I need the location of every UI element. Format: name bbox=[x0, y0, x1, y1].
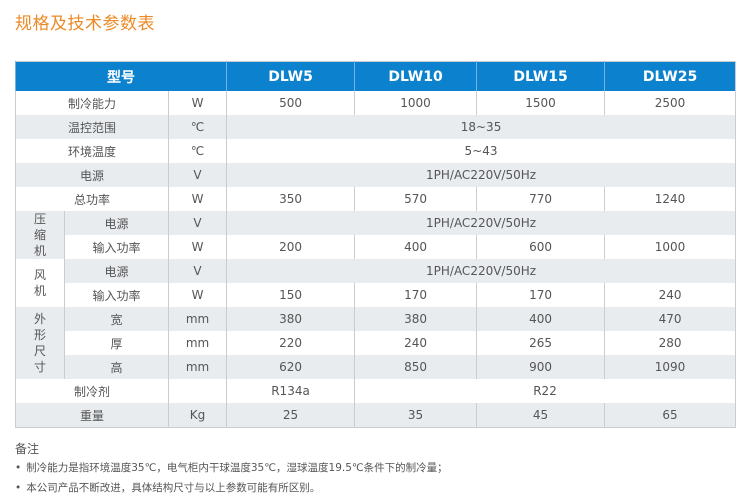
table-row: 温控范围 ℃ 18~35 bbox=[15, 115, 736, 139]
row-label: 制冷剂 bbox=[15, 379, 169, 403]
row-label: 电源 bbox=[64, 211, 169, 235]
row-label: 高 bbox=[64, 355, 169, 379]
note-item: 本公司产品不断改进，具体结构尺寸与以上参数可能有所区别。 bbox=[15, 481, 448, 501]
model-header: DLW25 bbox=[604, 61, 736, 91]
table-row: 压缩机 电源 V 1PH/AC220V/50Hz bbox=[15, 211, 736, 259]
cell: 25 bbox=[226, 403, 355, 428]
row-unit: V bbox=[167, 259, 227, 283]
table-row: 制冷剂 R134a R22 bbox=[15, 379, 736, 403]
row-label: 厚 bbox=[64, 331, 169, 355]
row-unit: W bbox=[167, 283, 227, 307]
cell: 1PH/AC220V/50Hz bbox=[226, 163, 736, 187]
cell: 200 bbox=[226, 235, 355, 259]
row-unit: mm bbox=[167, 331, 227, 355]
cell: 1240 bbox=[604, 187, 736, 211]
group-text: 外形尺寸 bbox=[33, 312, 46, 374]
group-label-fan: 风机 bbox=[15, 259, 65, 307]
row-label: 总功率 bbox=[15, 187, 169, 211]
cell: 470 bbox=[604, 307, 736, 331]
table-row: 外形尺寸 宽 mm 380 380 400 470 bbox=[15, 307, 736, 379]
table-row: 输入功率 W 150 170 170 240 bbox=[16, 283, 736, 307]
cell: 380 bbox=[226, 307, 355, 331]
model-header: DLW10 bbox=[354, 61, 477, 91]
cell: 500 bbox=[226, 91, 355, 115]
row-label: 输入功率 bbox=[64, 235, 169, 259]
model-header: DLW15 bbox=[476, 61, 605, 91]
cell: 1000 bbox=[354, 91, 477, 115]
row-label: 电源 bbox=[64, 259, 169, 283]
group-label-dimensions: 外形尺寸 bbox=[15, 307, 65, 379]
row-label: 重量 bbox=[15, 403, 169, 428]
notes-list: 制冷能力是指环境温度35℃，电气柜内干球温度35℃，湿球温度19.5℃条件下的制… bbox=[15, 461, 448, 501]
spec-table: 型号 DLW5 DLW10 DLW15 DLW25 制冷能力 W 500 100… bbox=[14, 61, 737, 428]
cell: 65 bbox=[604, 403, 736, 428]
cell: 18~35 bbox=[226, 115, 736, 139]
row-unit: mm bbox=[167, 307, 227, 331]
table-row: 环境温度 ℃ 5~43 bbox=[15, 139, 736, 163]
row-label: 环境温度 bbox=[15, 139, 169, 163]
row-label: 制冷能力 bbox=[15, 91, 169, 115]
cell: 400 bbox=[354, 235, 477, 259]
cell: 240 bbox=[354, 331, 477, 355]
cell: 600 bbox=[476, 235, 605, 259]
row-unit: W bbox=[167, 187, 227, 211]
group-text: 压缩机 bbox=[33, 212, 46, 258]
table-row: 电源 V 1PH/AC220V/50Hz bbox=[15, 163, 736, 187]
group-text: 风机 bbox=[33, 268, 46, 298]
model-header: 型号 bbox=[14, 61, 227, 91]
row-unit bbox=[167, 379, 227, 403]
table-row: 风机 电源 V 1PH/AC220V/50Hz bbox=[15, 259, 736, 307]
cell: 380 bbox=[354, 307, 477, 331]
table-row: 输入功率 W 200 400 600 1000 bbox=[16, 235, 736, 259]
cell: 35 bbox=[354, 403, 477, 428]
cell: 1090 bbox=[604, 355, 736, 379]
cell: 620 bbox=[226, 355, 355, 379]
row-unit: W bbox=[167, 91, 227, 115]
row-label: 温控范围 bbox=[15, 115, 169, 139]
cell: 5~43 bbox=[226, 139, 736, 163]
cell: 45 bbox=[476, 403, 605, 428]
cell: 265 bbox=[476, 331, 605, 355]
row-unit: mm bbox=[167, 355, 227, 379]
page-title: 规格及技术参数表 bbox=[15, 14, 155, 34]
row-unit: W bbox=[167, 235, 227, 259]
note-item: 制冷能力是指环境温度35℃，电气柜内干球温度35℃，湿球温度19.5℃条件下的制… bbox=[15, 461, 447, 481]
row-label: 输入功率 bbox=[64, 283, 169, 307]
row-unit: V bbox=[167, 211, 227, 235]
cell: 1PH/AC220V/50Hz bbox=[226, 259, 736, 283]
header-row: 型号 DLW5 DLW10 DLW15 DLW25 bbox=[14, 61, 736, 91]
cell: 350 bbox=[226, 187, 355, 211]
row-unit: ℃ bbox=[167, 139, 227, 163]
cell: 900 bbox=[476, 355, 605, 379]
row-label: 电源 bbox=[15, 163, 169, 187]
cell: 1PH/AC220V/50Hz bbox=[226, 211, 736, 235]
cell: 2500 bbox=[604, 91, 736, 115]
model-header: DLW5 bbox=[226, 61, 355, 91]
cell: 240 bbox=[604, 283, 736, 307]
row-label: 宽 bbox=[64, 307, 169, 331]
table-row: 制冷能力 W 500 1000 1500 2500 bbox=[15, 91, 736, 115]
cell: 570 bbox=[354, 187, 477, 211]
cell: 770 bbox=[476, 187, 605, 211]
cell: R134a bbox=[226, 379, 355, 403]
row-unit: Kg bbox=[167, 403, 227, 428]
table-row: 重量 Kg 25 35 45 65 bbox=[15, 403, 736, 428]
cell: 150 bbox=[226, 283, 355, 307]
table-row: 总功率 W 350 570 770 1240 bbox=[15, 187, 736, 211]
group-label-compressor: 压缩机 bbox=[15, 211, 65, 259]
cell: 850 bbox=[354, 355, 477, 379]
table-row: 厚 mm 220 240 265 280 bbox=[16, 331, 736, 355]
row-unit: ℃ bbox=[167, 115, 227, 139]
cell: 1500 bbox=[476, 91, 605, 115]
table-row: 高 mm 620 850 900 1090 bbox=[16, 355, 736, 379]
cell: 280 bbox=[604, 331, 736, 355]
cell: 170 bbox=[476, 283, 605, 307]
notes-heading: 备注 bbox=[15, 442, 40, 456]
cell: R22 bbox=[354, 379, 736, 403]
cell: 1000 bbox=[604, 235, 736, 259]
cell: 220 bbox=[226, 331, 355, 355]
row-unit: V bbox=[167, 163, 227, 187]
cell: 170 bbox=[354, 283, 477, 307]
cell: 400 bbox=[476, 307, 605, 331]
